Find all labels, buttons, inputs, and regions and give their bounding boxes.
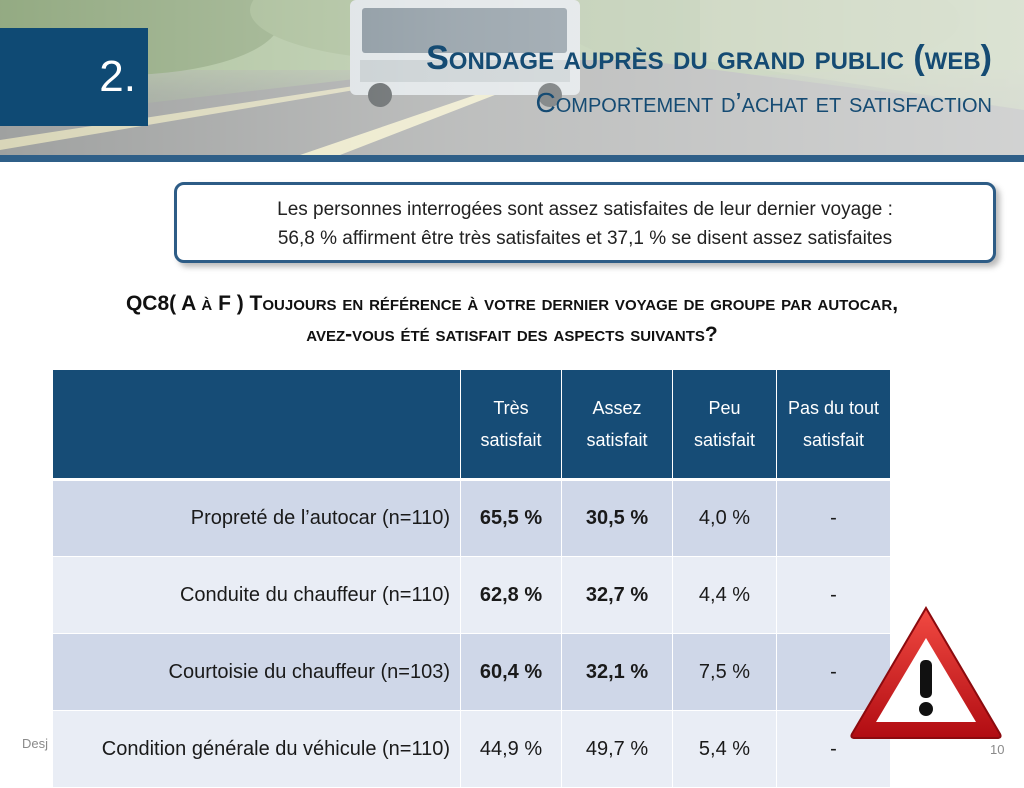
column-header-aspect [52, 369, 461, 481]
survey-question: QC8( A à F ) Toujours en référence à vot… [16, 288, 1008, 350]
slide-title: Sondage auprès du grand public (web) [426, 39, 992, 77]
cell-peu-satisfait: 4,4 % [672, 556, 777, 634]
column-header-tres-satisfait: Très satisfait [460, 369, 562, 481]
cell-assez-satisfait: 30,5 % [561, 479, 673, 557]
banner-divider [0, 155, 1024, 162]
cell-peu-satisfait: 5,4 % [672, 710, 777, 788]
row-label: Condition générale du véhicule (n=110) [52, 710, 461, 788]
cell-pas-du-tout-satisfait: - [776, 556, 891, 634]
table-row: Propreté de l’autocar (n=110) 65,5 % 30,… [52, 479, 891, 557]
banner-overlay [0, 0, 1024, 155]
cell-peu-satisfait: 7,5 % [672, 633, 777, 711]
cell-tres-satisfait: 65,5 % [460, 479, 562, 557]
cell-assez-satisfait: 32,1 % [561, 633, 673, 711]
row-label: Courtoisie du chauffeur (n=103) [52, 633, 461, 711]
slide-subtitle: Comportement d’achat et satisfaction [535, 87, 992, 118]
table-row: Conduite du chauffeur (n=110) 62,8 % 32,… [52, 556, 891, 634]
cell-peu-satisfait: 4,0 % [672, 479, 777, 557]
column-header-pas-du-tout-satisfait: Pas du tout satisfait [776, 369, 891, 481]
cell-pas-du-tout-satisfait: - [776, 479, 891, 557]
table-header-row: Très satisfait Assez satisfait Peu satis… [52, 369, 891, 481]
column-header-assez-satisfait: Assez satisfait [561, 369, 673, 481]
row-label: Conduite du chauffeur (n=110) [52, 556, 461, 634]
cell-assez-satisfait: 49,7 % [561, 710, 673, 788]
cell-tres-satisfait: 62,8 % [460, 556, 562, 634]
section-number-box: 2. [0, 28, 148, 126]
row-label: Propreté de l’autocar (n=110) [52, 479, 461, 557]
callout-line-1: Les personnes interrogées sont assez sat… [277, 199, 893, 220]
cell-tres-satisfait: 44,9 % [460, 710, 562, 788]
table-row: Condition générale du véhicule (n=110) 4… [52, 710, 891, 788]
table-row: Courtoisie du chauffeur (n=103) 60,4 % 3… [52, 633, 891, 711]
cell-pas-du-tout-satisfait: - [776, 633, 891, 711]
cell-tres-satisfait: 60,4 % [460, 633, 562, 711]
header-banner [0, 0, 1024, 155]
column-header-peu-satisfait: Peu satisfait [672, 369, 777, 481]
page-number: 10 [990, 742, 1005, 757]
callout-line-2: 56,8 % affirment être très satisfaites e… [277, 228, 893, 249]
satisfaction-table: Très satisfait Assez satisfait Peu satis… [52, 369, 891, 788]
footer-source: Desj [22, 736, 49, 751]
warning-triangle-icon [850, 606, 1002, 739]
question-line-2: avez-vous été satisfait des aspects suiv… [306, 323, 718, 346]
cell-assez-satisfait: 32,7 % [561, 556, 673, 634]
question-line-1: QC8( A à F ) Toujours en référence à vot… [125, 292, 899, 315]
section-number: 2. [99, 52, 136, 101]
summary-callout: Les personnes interrogées sont assez sat… [174, 182, 996, 263]
